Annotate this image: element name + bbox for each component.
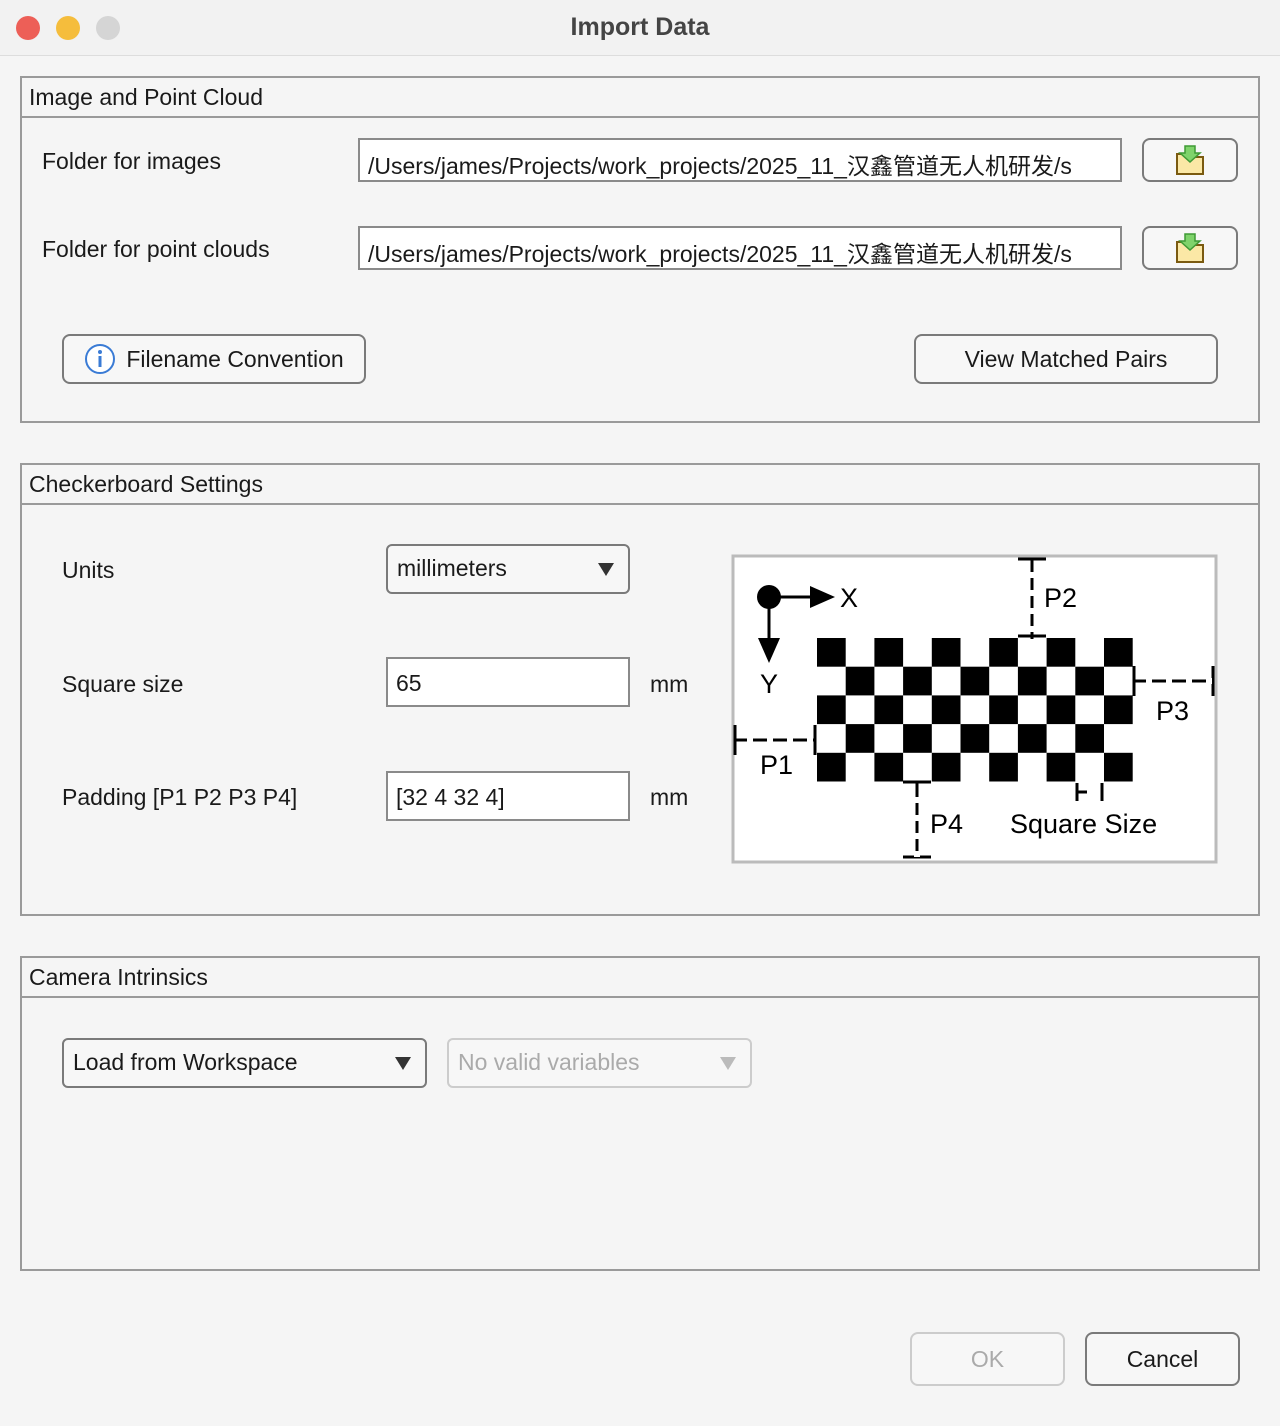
images-folder-input[interactable]: /Users/james/Projects/work_projects/2025… <box>358 138 1122 182</box>
dash-gaps <box>747 572 1212 857</box>
x-arrow-icon <box>810 586 835 608</box>
padding-unit: mm <box>650 784 689 810</box>
padding-input[interactable]: [32 4 32 4] <box>386 771 630 821</box>
square-size-diagram-label: Square Size <box>1010 809 1157 839</box>
window-title: Import Data <box>570 13 710 41</box>
checker-square <box>1046 695 1076 725</box>
close-window-button[interactable] <box>16 16 40 40</box>
panel-title: Camera Intrinsics <box>22 958 1258 998</box>
clouds-folder-label: Folder for point clouds <box>42 236 270 262</box>
p2-label: P2 <box>1044 583 1077 613</box>
clouds-folder-input[interactable]: /Users/james/Projects/work_projects/2025… <box>358 226 1122 270</box>
checker-square <box>931 638 961 667</box>
checker-square <box>817 638 846 667</box>
p1-label: P1 <box>760 750 793 780</box>
checker-square <box>845 724 875 753</box>
chevron-down-icon <box>720 1057 736 1070</box>
p3-label: P3 <box>1156 696 1189 726</box>
info-icon <box>85 344 116 374</box>
checker-square <box>960 666 990 696</box>
checker-square <box>874 638 904 667</box>
browse-clouds-button[interactable] <box>1142 226 1238 270</box>
checker-square <box>1046 752 1076 782</box>
checker-square <box>1075 666 1104 696</box>
checker-square <box>960 724 990 753</box>
cancel-button[interactable]: Cancel <box>1085 1332 1240 1386</box>
p4-label: P4 <box>930 809 963 839</box>
padding-label: Padding [P1 P2 P3 P4] <box>62 784 298 810</box>
filename-convention-button[interactable]: Filename Convention <box>62 334 366 384</box>
checker-square <box>989 695 1018 725</box>
camera-intrinsics-panel: Camera Intrinsics <box>20 956 1260 1271</box>
intrinsics-variable-dropdown[interactable]: No valid variables <box>447 1038 752 1088</box>
folder-download-icon <box>1176 233 1204 263</box>
minimize-window-button[interactable] <box>56 16 80 40</box>
square-size-input[interactable]: 65 <box>386 657 630 707</box>
images-folder-label: Folder for images <box>42 148 221 174</box>
folder-download-icon <box>1176 145 1204 175</box>
checker-square <box>874 695 904 725</box>
units-dropdown[interactable]: millimeters <box>386 544 630 594</box>
checker-square <box>1104 638 1133 667</box>
checker-square <box>817 695 846 725</box>
intrinsics-variable-value: No valid variables <box>458 1049 640 1075</box>
checker-square <box>903 724 932 753</box>
checker-square <box>1104 752 1133 782</box>
checker-square <box>845 666 875 696</box>
checker-square <box>931 752 961 782</box>
intrinsics-source-dropdown[interactable]: Load from Workspace <box>62 1038 427 1088</box>
checker-square <box>903 666 932 696</box>
chevron-down-icon <box>598 563 614 576</box>
checkerboard-squares <box>817 638 1133 782</box>
browse-images-button[interactable] <box>1142 138 1238 182</box>
y-arrow-icon <box>758 638 780 663</box>
zoom-window-button[interactable] <box>96 16 120 40</box>
checker-square <box>1075 724 1104 753</box>
square-size-unit: mm <box>650 671 689 697</box>
title-bar: Import Data <box>0 0 1280 56</box>
ok-button[interactable]: OK <box>910 1332 1065 1386</box>
filename-convention-label: Filename Convention <box>126 345 344 372</box>
checkerboard-diagram: X Y P2 P3 P1 P4 Square Size <box>731 554 1218 864</box>
x-axis-label: X <box>840 583 858 613</box>
intrinsics-source-value: Load from Workspace <box>73 1049 298 1075</box>
y-axis-label: Y <box>760 669 778 699</box>
checker-square <box>817 752 846 782</box>
checker-square <box>874 752 904 782</box>
panel-title: Checkerboard Settings <box>22 465 1258 505</box>
chevron-down-icon <box>395 1057 411 1070</box>
checker-square <box>1017 724 1047 753</box>
units-label: Units <box>62 557 115 583</box>
checker-square <box>989 752 1018 782</box>
image-point-cloud-panel: Image and Point Cloud <box>20 76 1260 423</box>
panel-title: Image and Point Cloud <box>22 78 1258 118</box>
checkerboard-settings-panel: Checkerboard Settings <box>20 463 1260 916</box>
square-size-label: Square size <box>62 671 184 697</box>
checker-square <box>1046 638 1076 667</box>
checker-square <box>989 638 1018 667</box>
checker-square <box>1017 666 1047 696</box>
checker-square <box>1104 695 1133 725</box>
units-value: millimeters <box>397 555 507 581</box>
view-matched-pairs-button[interactable]: View Matched Pairs <box>914 334 1218 384</box>
checker-square <box>931 695 961 725</box>
